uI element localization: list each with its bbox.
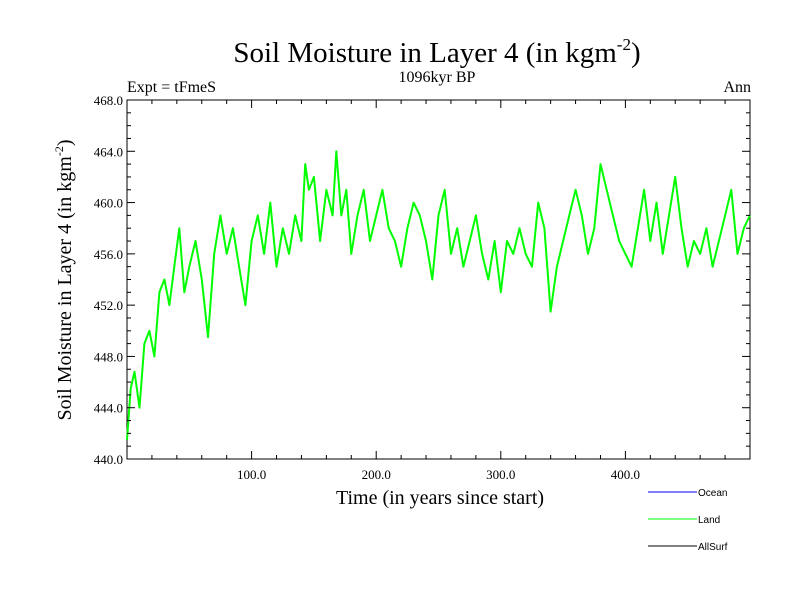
- series-line-land: [126, 150, 751, 440]
- y-tick-label: 448.0: [94, 349, 123, 364]
- y-tick-label: 464.0: [94, 144, 123, 159]
- chart-title: Soil Moisture in Layer 4 (in kgm-2): [233, 35, 640, 69]
- x-tick-label: 100.0: [237, 467, 266, 482]
- legend-label-land: Land: [698, 515, 720, 526]
- chart-subtitle: 1096kyr BP: [399, 69, 476, 86]
- x-tick-label: 300.0: [486, 467, 515, 482]
- legend-label-allsurf: AllSurf: [698, 542, 728, 553]
- y-tick-label: 468.0: [94, 93, 123, 108]
- season-label: Ann: [723, 79, 751, 96]
- x-tick-label: 400.0: [611, 467, 640, 482]
- y-axis-label: Soil Moisture in Layer 4 (in kgm-2): [52, 139, 76, 420]
- y-tick-label: 456.0: [94, 247, 123, 262]
- plot-area: [126, 99, 751, 460]
- x-axis-label: Time (in years since start): [336, 487, 544, 509]
- experiment-label: Expt = tFmeS: [127, 79, 216, 96]
- x-tick-label: 200.0: [362, 467, 391, 482]
- legend: Ocean Land AllSurf: [648, 488, 728, 553]
- y-tick-label: 452.0: [94, 298, 123, 313]
- x-axis-ticks: 100.0 200.0 300.0 400.0: [151, 100, 726, 482]
- y-tick-label: 444.0: [94, 401, 123, 416]
- y-axis-ticks: 440.0 444.0 448.0 452.0 456.0 460.0 464.0 468.0: [94, 93, 750, 467]
- legend-label-ocean: Ocean: [698, 488, 727, 499]
- y-tick-label: 460.0: [94, 196, 123, 211]
- y-tick-label: 440.0: [94, 452, 123, 467]
